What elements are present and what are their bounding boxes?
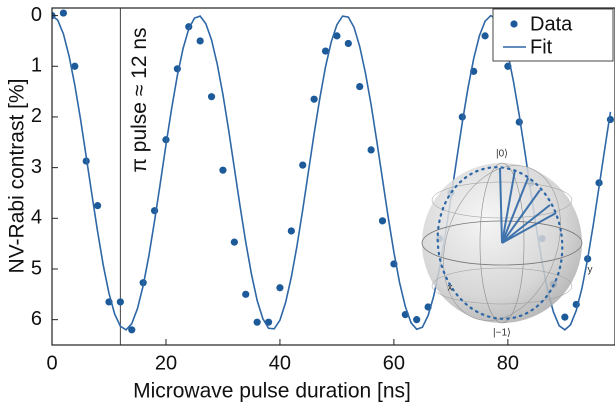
data-point xyxy=(310,95,318,103)
data-point xyxy=(230,238,238,246)
data-point xyxy=(321,47,330,55)
y-tick-label: 6 xyxy=(31,308,42,330)
x-tick-label: 40 xyxy=(269,352,291,374)
data-point xyxy=(299,161,307,169)
data-point xyxy=(356,82,364,91)
y-tick-label: 2 xyxy=(31,105,42,127)
data-point xyxy=(367,146,375,154)
annotation: π pulse ≈ 12 ns xyxy=(128,27,151,172)
x-axis-label: Microwave pulse duration [ns] xyxy=(133,380,411,403)
y-tick-label: 5 xyxy=(31,257,42,279)
x-tick-label: 60 xyxy=(383,352,405,374)
bloch-sphere: |0⟩ |−1⟩ x y xyxy=(421,149,593,339)
x-tick-label: 80 xyxy=(497,352,519,374)
data-point xyxy=(287,227,295,235)
inset-label: |0⟩ xyxy=(496,149,508,160)
legend-marker xyxy=(510,20,518,28)
legend-label: Fit xyxy=(530,36,553,58)
data-point xyxy=(413,316,421,324)
y-tick-label: 3 xyxy=(31,156,42,178)
x-tick-label: 20 xyxy=(155,352,177,374)
x-tick-label: 0 xyxy=(46,352,57,374)
data-point xyxy=(276,284,284,292)
legend-label: Data xyxy=(530,13,573,35)
data-point xyxy=(561,313,569,321)
data-point xyxy=(344,39,352,48)
data-point xyxy=(333,32,341,40)
inset-label: y xyxy=(588,265,593,276)
plot-frame xyxy=(51,7,615,346)
data-point xyxy=(219,166,227,174)
y-axis-label: NV-Rabi contrast [%] xyxy=(6,79,29,274)
data-point xyxy=(59,9,67,17)
data-point xyxy=(71,62,79,70)
data-point xyxy=(242,290,250,298)
data-point xyxy=(196,37,204,45)
fit-line xyxy=(52,14,612,331)
legend: Data Fit xyxy=(492,8,614,62)
inset-label: |−1⟩ xyxy=(493,328,511,339)
y-tick-label: 0 xyxy=(31,4,42,26)
data-point xyxy=(253,318,261,326)
y-tick-label: 4 xyxy=(31,207,42,229)
data-point xyxy=(93,202,102,210)
data-point xyxy=(207,93,216,101)
data-point xyxy=(378,217,387,225)
data-point xyxy=(481,32,489,40)
inset-label: x xyxy=(448,283,453,294)
y-tick-label: 1 xyxy=(31,55,42,77)
data-point xyxy=(128,326,136,334)
data-point xyxy=(116,298,124,306)
